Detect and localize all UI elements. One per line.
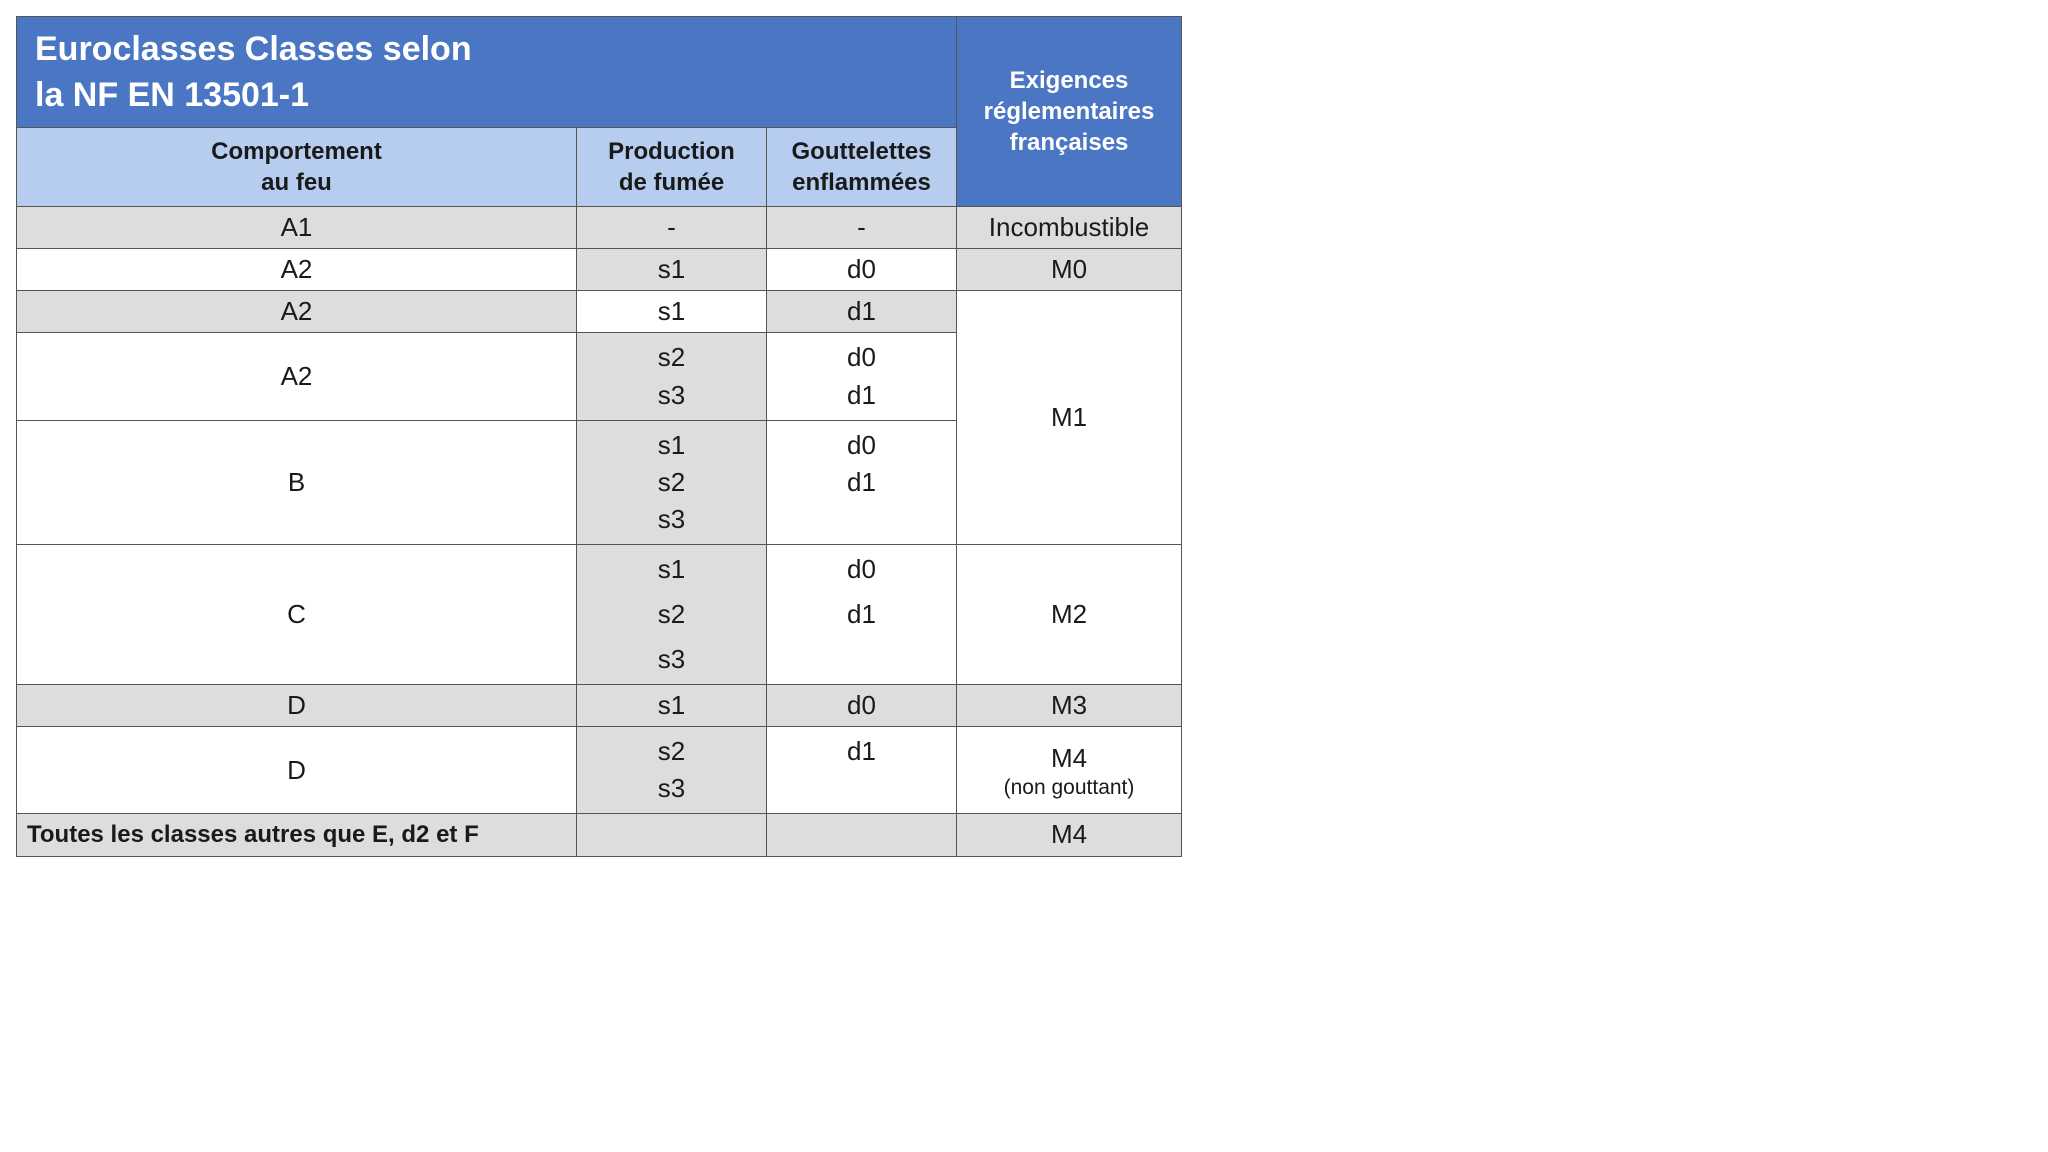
- cell-goutt: d1: [767, 727, 957, 814]
- table-row: A2 s1 d0 M0: [17, 249, 1182, 291]
- comp-l2: au feu: [261, 169, 332, 196]
- cell-val: s3: [658, 771, 685, 806]
- table-row: C s1 s2 s3 d0 d1 M2: [17, 544, 1182, 684]
- cell-fumee: s1 s2 s3: [577, 420, 767, 544]
- cell-exig-m1: M1: [957, 291, 1182, 545]
- title-line2: la NF EN 13501-1: [35, 76, 309, 114]
- col-gouttelettes: Gouttelettes enflammées: [767, 127, 957, 206]
- cell-val: d1: [847, 378, 876, 413]
- cell-fumee: -: [577, 207, 767, 249]
- exig-l3: françaises: [1010, 129, 1129, 156]
- cell-goutt: d0: [767, 249, 957, 291]
- cell-comp-footnote: Toutes les classes autres que E, d2 et F: [17, 814, 577, 856]
- cell-exig: Incombustible: [957, 207, 1182, 249]
- cell-comp: D: [17, 727, 577, 814]
- cell-exig: M2: [957, 544, 1182, 684]
- cell-val: M4: [1051, 743, 1087, 773]
- table-title: Euroclasses Classes selon la NF EN 13501…: [17, 17, 957, 128]
- cell-val: s1: [658, 552, 685, 587]
- cell-val: s2: [658, 465, 685, 500]
- fumee-l1: Production: [608, 138, 735, 165]
- table-row: A2 s1 d1 M1: [17, 291, 1182, 333]
- cell-comp: C: [17, 544, 577, 684]
- cell-goutt: d0 d1: [767, 333, 957, 420]
- cell-fumee: s1 s2 s3: [577, 544, 767, 684]
- cell-goutt: d0: [767, 685, 957, 727]
- cell-val: d1: [847, 597, 876, 632]
- cell-fumee: s2 s3: [577, 333, 767, 420]
- cell-val: d1: [847, 734, 876, 769]
- cell-val: s2: [658, 340, 685, 375]
- cell-fumee: s1: [577, 249, 767, 291]
- table-row: D s2 s3 d1 M4 (non gouttant): [17, 727, 1182, 814]
- cell-goutt: -: [767, 207, 957, 249]
- cell-comp: B: [17, 420, 577, 544]
- fumee-l2: de fumée: [619, 169, 724, 196]
- cell-val: s2: [658, 734, 685, 769]
- col-fumee: Production de fumée: [577, 127, 767, 206]
- cell-goutt: d1: [767, 291, 957, 333]
- cell-comp: A2: [17, 291, 577, 333]
- col-exigences: Exigences réglementaires françaises: [957, 17, 1182, 207]
- comp-l1: Comportement: [211, 138, 382, 165]
- cell-val: d0: [847, 428, 876, 463]
- cell-exig: M4: [957, 814, 1182, 856]
- cell-empty: [577, 814, 767, 856]
- exig-l2: réglementaires: [984, 98, 1155, 125]
- cell-val: d0: [847, 552, 876, 587]
- cell-subval: (non gouttant): [963, 776, 1175, 799]
- cell-comp: D: [17, 685, 577, 727]
- goutt-l1: Gouttelettes: [792, 138, 932, 165]
- cell-empty: [767, 814, 957, 856]
- table-row: Toutes les classes autres que E, d2 et F…: [17, 814, 1182, 856]
- cell-comp: A1: [17, 207, 577, 249]
- cell-comp: A2: [17, 249, 577, 291]
- cell-val: s3: [658, 502, 685, 537]
- euroclasses-table: Euroclasses Classes selon la NF EN 13501…: [16, 16, 1182, 857]
- cell-fumee: s1: [577, 291, 767, 333]
- table-header-row: Euroclasses Classes selon la NF EN 13501…: [17, 17, 1182, 128]
- col-comportement: Comportement au feu: [17, 127, 577, 206]
- title-line1: Euroclasses Classes selon: [35, 30, 472, 68]
- cell-val: s2: [658, 597, 685, 632]
- cell-val: d0: [847, 340, 876, 375]
- table-row: D s1 d0 M3: [17, 685, 1182, 727]
- exig-l1: Exigences: [1010, 67, 1129, 94]
- cell-goutt: d0 d1: [767, 420, 957, 544]
- cell-val: d1: [847, 465, 876, 500]
- cell-val: s1: [658, 428, 685, 463]
- cell-fumee: s2 s3: [577, 727, 767, 814]
- table-container: Euroclasses Classes selon la NF EN 13501…: [16, 16, 1181, 857]
- table-row: A1 - - Incombustible: [17, 207, 1182, 249]
- cell-val: s3: [658, 378, 685, 413]
- cell-goutt: d0 d1: [767, 544, 957, 684]
- goutt-l2: enflammées: [792, 169, 931, 196]
- cell-val: s3: [658, 642, 685, 677]
- cell-comp: A2: [17, 333, 577, 420]
- cell-fumee: s1: [577, 685, 767, 727]
- cell-exig: M3: [957, 685, 1182, 727]
- cell-exig: M4 (non gouttant): [957, 727, 1182, 814]
- cell-exig: M0: [957, 249, 1182, 291]
